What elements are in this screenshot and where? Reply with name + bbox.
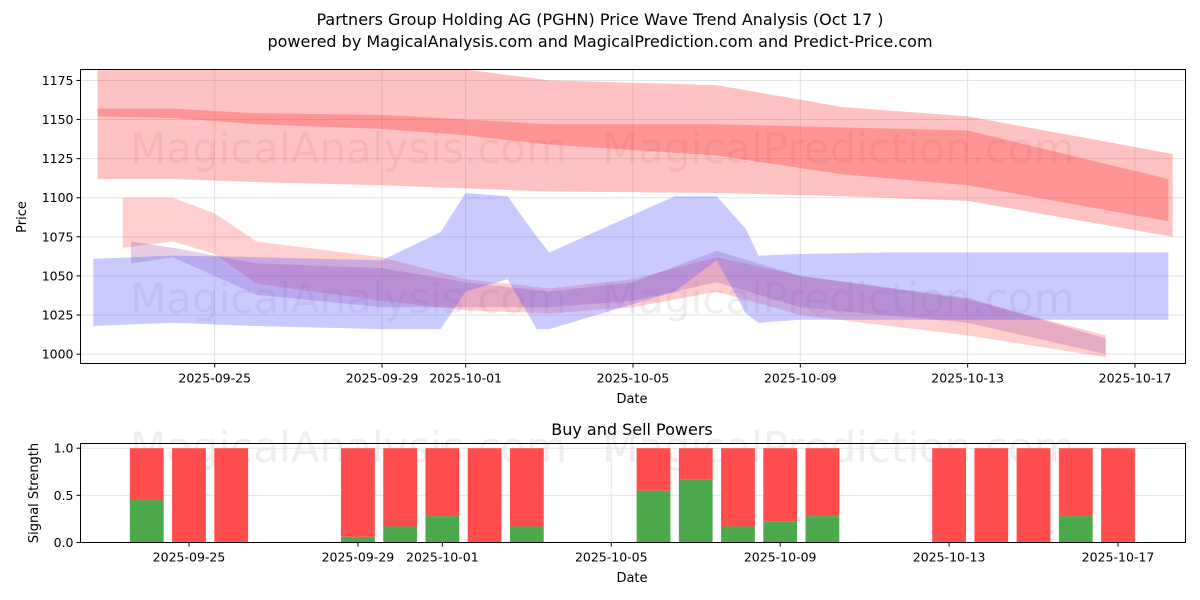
sell-bar [805,448,840,517]
sell-bar [636,448,671,491]
x-tick-label: 2025-09-25 [153,550,226,565]
y-tick-label: 1175 [42,73,74,88]
band-1 [97,108,1169,222]
x-tick-label: 2025-09-25 [178,371,251,386]
upper-watermarks: MagicalAnalysis.com MagicalPrediction.co… [130,124,1075,323]
x-tick-label: 2025-10-13 [913,550,986,565]
sell-bar [129,448,164,501]
y-tick-label: 0.5 [54,488,74,503]
buy-bar [1058,516,1093,543]
y-tick-label: 1050 [42,268,74,283]
upper-x-axis-label: Date [616,392,647,407]
watermark: MagicalPrediction.com [602,124,1075,173]
upper-bands [93,69,1173,358]
sell-bar [974,448,1009,543]
x-tick-label: 2025-10-17 [1082,550,1155,565]
sell-bar [678,448,713,480]
buy-bar [129,500,164,543]
upper-grid [80,69,1186,364]
watermark: MagicalAnalysis.com [130,274,567,323]
lower-axes-frame [80,443,1186,543]
sell-bar [1101,448,1135,543]
x-tick-label: 2025-09-29 [346,371,419,386]
buy-sell-chart: Buy and Sell Powers MagicalAnalysis.com … [27,420,1186,586]
y-tick-label: 1000 [42,347,74,362]
sell-bar [383,448,418,527]
buy-bar [805,516,840,543]
band-2 [122,197,1106,358]
buy-bar [509,526,544,543]
buy-bar [383,526,418,543]
lower-bars [129,448,1135,543]
buy-bar [678,479,713,543]
band-3 [131,241,1106,355]
band-4 [93,193,1169,330]
x-tick-label: 2025-10-13 [931,371,1004,386]
buy-bar [721,526,755,543]
buy-bar [425,516,460,543]
buy-bar [636,490,671,543]
sell-bar [172,448,206,543]
y-tick-label: 1100 [42,190,74,205]
y-tick-label: 1075 [42,229,74,244]
lower-x-ticks: 2025-09-25 2025-09-29 2025-10-01 2025-10-05… [153,542,1155,565]
y-tick-label: 1150 [42,112,74,127]
sell-bar [425,448,460,517]
sell-bar [721,448,755,527]
x-tick-label: 2025-10-17 [1099,371,1172,386]
y-tick-label: 1.0 [54,441,74,456]
watermark: MagicalPrediction.com [602,274,1075,323]
price-wave-chart: MagicalAnalysis.com MagicalPrediction.co… [15,69,1186,407]
sell-bar [1016,448,1051,543]
x-tick-label: 2025-10-09 [764,371,837,386]
lower-chart-title: Buy and Sell Powers [551,420,713,439]
sell-bar [932,448,966,543]
buy-bar [763,521,798,543]
lower-y-axis-label: Signal Strength [27,443,42,543]
lower-y-ticks: 0.0 0.5 1.0 [54,441,81,550]
y-tick-label: 0.0 [54,535,74,550]
x-tick-label: 2025-10-05 [597,371,670,386]
sell-bar [214,448,249,543]
band-0 [97,69,1173,237]
lower-x-axis-label: Date [616,571,647,586]
sell-bar [341,448,375,537]
upper-y-axis-label: Price [15,201,30,233]
upper-y-ticks: 1000 1025 1050 1075 1100 1125 1150 1175 [42,73,81,362]
x-tick-label: 2025-09-29 [322,550,395,565]
x-tick-label: 2025-10-01 [406,550,479,565]
watermark: MagicalAnalysis.com [130,124,567,173]
y-tick-label: 1125 [42,151,74,166]
x-tick-label: 2025-10-05 [575,550,648,565]
sell-bar [1058,448,1093,517]
x-tick-label: 2025-10-01 [429,371,502,386]
upper-x-ticks: 2025-09-25 2025-09-29 2025-10-01 2025-10-05… [178,363,1172,386]
chart-subtitle: powered by MagicalAnalysis.com and Magic… [267,32,933,51]
sell-bar [763,448,798,522]
y-tick-label: 1025 [42,308,74,323]
sell-bar [467,448,502,543]
x-tick-label: 2025-10-09 [744,550,817,565]
sell-bar [509,448,544,527]
buy-bar [341,536,375,543]
chart-title: Partners Group Holding AG (PGHN) Price W… [316,10,884,29]
